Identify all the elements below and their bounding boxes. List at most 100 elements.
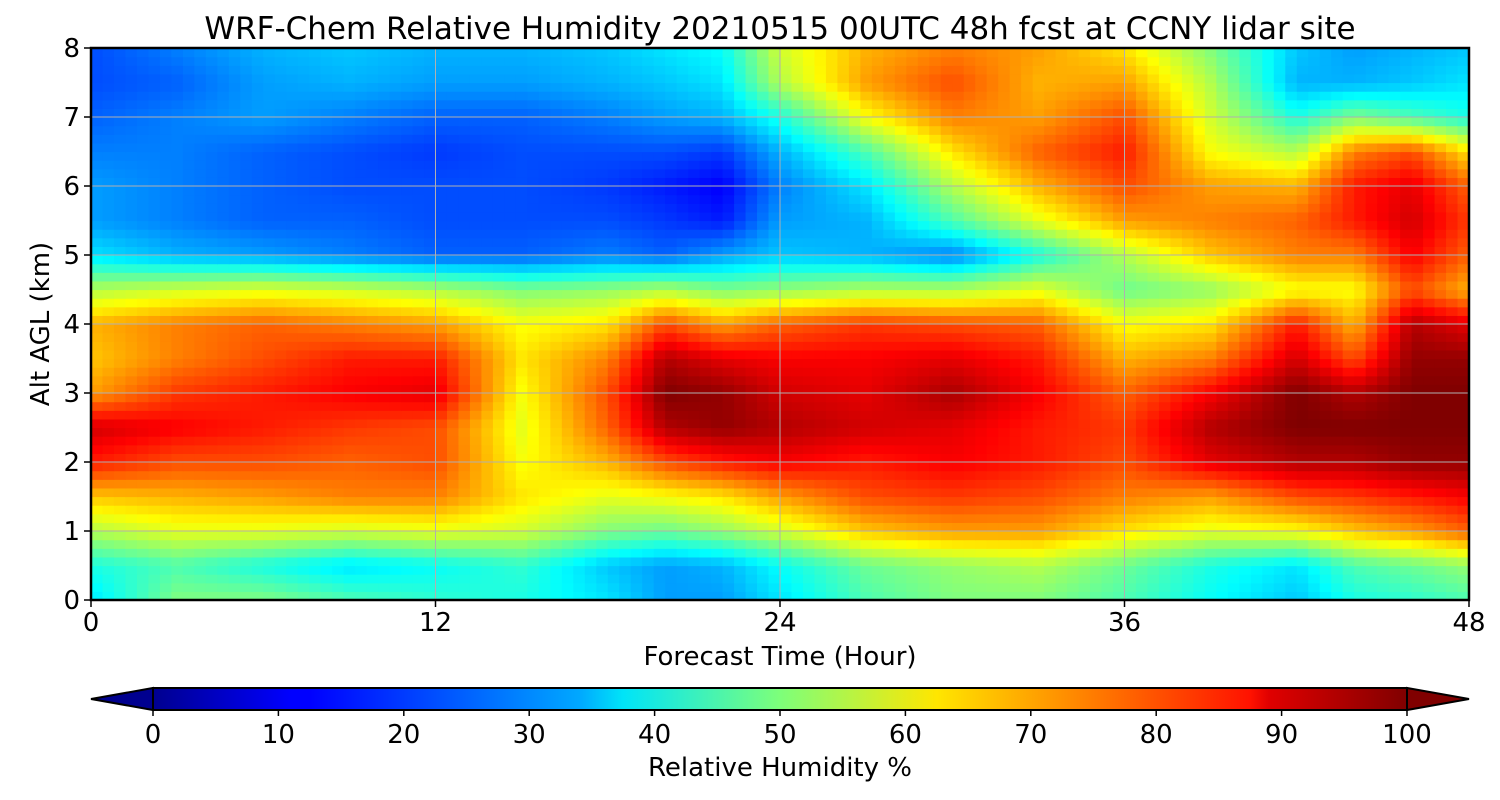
heatmap-cell	[469, 453, 483, 463]
heatmap-cell	[91, 487, 104, 498]
heatmap-cell	[1113, 496, 1126, 506]
heatmap-cell	[802, 324, 816, 334]
heatmap-cell	[619, 367, 632, 377]
heatmap-cell	[481, 384, 494, 394]
heatmap-cell	[228, 367, 241, 377]
heatmap-cell	[711, 358, 724, 368]
heatmap-cell	[699, 436, 712, 446]
heatmap-cell	[1078, 349, 1091, 360]
heatmap-cell	[653, 531, 666, 541]
heatmap-cell	[986, 548, 999, 558]
heatmap-cell	[688, 453, 701, 463]
heatmap-cell	[194, 565, 207, 575]
heatmap-cell	[320, 505, 333, 515]
heatmap-cell	[848, 591, 861, 600]
heatmap-cell	[458, 237, 471, 247]
heatmap-cell	[205, 401, 218, 411]
heatmap-cell	[711, 341, 724, 351]
heatmap-cell	[309, 496, 322, 506]
heatmap-cell	[469, 436, 483, 446]
heatmap-cell	[825, 246, 839, 256]
heatmap-cell	[986, 306, 999, 316]
heatmap-cell	[309, 556, 322, 567]
heatmap-cell	[607, 539, 620, 549]
heatmap-cell	[630, 341, 643, 351]
heatmap-cell	[1411, 556, 1424, 567]
heatmap-cell	[596, 375, 609, 385]
heatmap-cell	[975, 462, 988, 472]
heatmap-cell	[136, 505, 150, 515]
heatmap-cell	[286, 436, 299, 446]
heatmap-cell	[504, 513, 517, 523]
heatmap-cell	[205, 444, 218, 454]
heatmap-cell	[1009, 462, 1022, 472]
heatmap-cell	[1021, 548, 1034, 558]
heatmap-cell	[665, 332, 678, 342]
heatmap-cell	[1250, 591, 1263, 600]
heatmap-cell	[573, 479, 586, 489]
heatmap-cell	[1009, 479, 1022, 489]
heatmap-cell	[780, 427, 793, 437]
heatmap-cell	[240, 332, 253, 342]
heatmap-cell	[1044, 487, 1057, 498]
heatmap-cell	[814, 556, 827, 567]
heatmap-cell	[1331, 591, 1344, 600]
heatmap-cell	[665, 444, 678, 454]
heatmap-cell	[607, 479, 620, 489]
heatmap-cell	[1147, 341, 1160, 351]
heatmap-cell	[1216, 591, 1229, 600]
heatmap-cell	[1354, 280, 1367, 291]
heatmap-cell	[1101, 272, 1114, 282]
heatmap-cell	[975, 280, 988, 291]
heatmap-cell	[1021, 410, 1034, 420]
heatmap-cell	[986, 289, 999, 299]
heatmap-cell	[745, 444, 758, 454]
heatmap-cell	[929, 410, 942, 420]
heatmap-cell	[504, 487, 517, 498]
heatmap-cell	[1135, 539, 1149, 549]
heatmap-cell	[780, 462, 793, 472]
heatmap-cell	[1319, 418, 1332, 429]
heatmap-cell	[837, 410, 850, 420]
heatmap-cell	[182, 358, 195, 368]
heatmap-cell	[527, 384, 540, 394]
heatmap-cell	[217, 436, 230, 446]
heatmap-cell	[113, 384, 127, 394]
heatmap-cell	[159, 496, 172, 506]
heatmap-cell	[1250, 479, 1263, 489]
heatmap-cell	[929, 418, 942, 429]
heatmap-cell	[561, 496, 574, 506]
heatmap-cell	[550, 237, 563, 247]
heatmap-cell	[446, 393, 460, 403]
heatmap-cell	[757, 505, 770, 515]
heatmap-cell	[366, 255, 379, 265]
heatmap-cell	[1181, 349, 1194, 360]
heatmap-cell	[642, 298, 655, 308]
heatmap-cell	[1135, 418, 1149, 429]
heatmap-cell	[894, 315, 907, 325]
heatmap-cell	[1158, 298, 1172, 308]
heatmap-cell	[286, 505, 299, 515]
heatmap-cell	[699, 539, 712, 549]
heatmap-cell	[469, 375, 483, 385]
heatmap-cell	[883, 418, 896, 429]
heatmap-cell	[401, 574, 414, 584]
heatmap-cell	[1032, 591, 1045, 600]
heatmap-cell	[745, 410, 758, 420]
heatmap-cell	[1308, 574, 1321, 584]
heatmap-cell	[607, 522, 620, 532]
heatmap-cell	[481, 367, 494, 377]
heatmap-cell	[1078, 453, 1091, 463]
heatmap-cell	[412, 505, 425, 515]
heatmap-cell	[768, 410, 781, 420]
heatmap-cell	[320, 263, 333, 273]
heatmap-cell	[492, 401, 505, 411]
heatmap-cell	[711, 556, 724, 567]
heatmap-cell	[1411, 505, 1424, 515]
heatmap-cell	[527, 306, 540, 316]
heatmap-cell	[825, 255, 839, 265]
heatmap-cell	[1193, 591, 1206, 600]
heatmap-cell	[171, 410, 184, 420]
heatmap-cell	[561, 237, 574, 247]
heatmap-cell	[263, 255, 276, 265]
